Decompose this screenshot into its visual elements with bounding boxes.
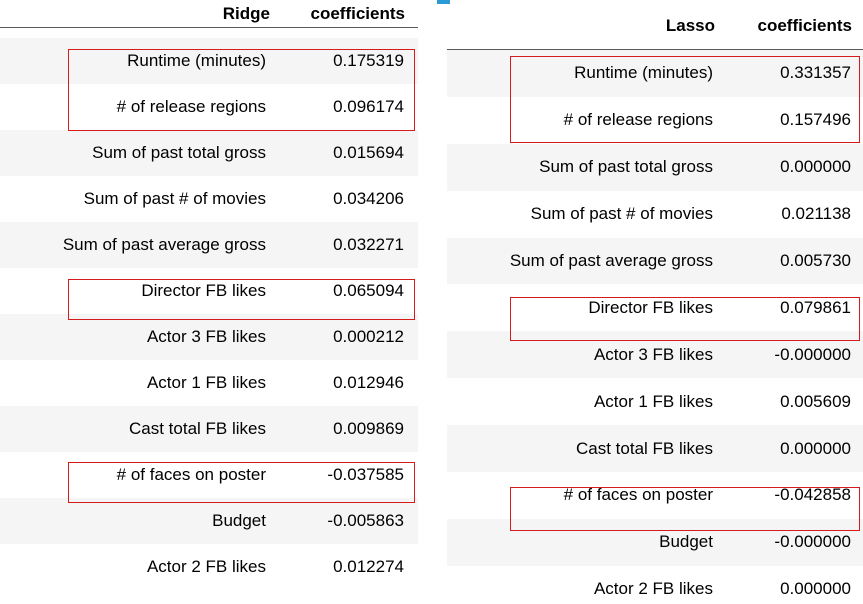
- row-value: 0.157496: [780, 110, 851, 130]
- row-label: Actor 2 FB likes: [593, 579, 713, 599]
- row-label: Sum of past average gross: [509, 251, 713, 270]
- row-value: 0.331357: [780, 63, 851, 83]
- row-label: Cast total FB likes: [576, 438, 713, 458]
- row-value: 0.032271: [333, 235, 404, 254]
- table-row: # of release regions 0.157496: [447, 96, 863, 144]
- ridge-header-name: Ridge: [222, 4, 270, 23]
- row-value: 0.015694: [333, 143, 404, 162]
- row-value: 0.005730: [780, 251, 851, 270]
- row-value: 0.021138: [781, 204, 851, 224]
- row-label: Actor 1 FB likes: [593, 391, 713, 411]
- table-row: Actor 2 FB likes 0.012274: [0, 544, 418, 590]
- table-row: # of faces on poster -0.037585: [0, 452, 418, 498]
- row-label: Director FB likes: [588, 297, 713, 317]
- row-label: # of faces on poster: [116, 465, 266, 484]
- table-row: Actor 3 FB likes 0.000212: [0, 314, 418, 360]
- table-row: Actor 1 FB likes 0.012946: [0, 360, 418, 406]
- lasso-header-value: coefficients: [757, 16, 852, 35]
- table-row: Sum of past total gross 0.000000: [447, 143, 863, 191]
- table-row: Sum of past # of movies 0.021138: [447, 190, 863, 238]
- table-row: Director FB likes 0.065094: [0, 268, 418, 314]
- row-label: # of release regions: [563, 110, 713, 130]
- row-label: Actor 3 FB likes: [146, 327, 266, 346]
- row-value: 0.012274: [333, 557, 404, 576]
- table-row: Sum of past average gross 0.032271: [0, 222, 418, 268]
- lasso-table-header: Lasso coefficients: [447, 0, 863, 50]
- row-label: # of release regions: [116, 97, 266, 116]
- row-label: Runtime (minutes): [574, 63, 713, 83]
- row-label: Director FB likes: [141, 281, 266, 300]
- row-value: 0.000212: [333, 327, 404, 346]
- ridge-header-value: coefficients: [310, 4, 405, 23]
- row-value: 0.065094: [333, 281, 404, 300]
- table-row: Runtime (minutes) 0.175319: [0, 38, 418, 84]
- row-label: Cast total FB likes: [129, 419, 266, 438]
- table-row: Sum of past # of movies 0.034206: [0, 176, 418, 222]
- row-label: Actor 1 FB likes: [146, 373, 266, 392]
- row-value: 0.096174: [333, 97, 404, 116]
- table-row: # of release regions 0.096174: [0, 84, 418, 130]
- table-row: Cast total FB likes 0.009869: [0, 406, 418, 452]
- blue-edge-mark: [437, 0, 450, 4]
- row-value: 0.000000: [780, 579, 851, 599]
- row-label: Actor 2 FB likes: [146, 557, 266, 576]
- row-value: 0.012946: [333, 373, 404, 392]
- table-row: Budget -0.005863: [0, 498, 418, 544]
- ridge-table-header: Ridge coefficients: [0, 0, 418, 28]
- row-label: Sum of past average gross: [62, 235, 266, 254]
- row-value: 0.005609: [780, 391, 851, 411]
- table-row: Actor 1 FB likes 0.005609: [447, 378, 863, 426]
- table-row: Director FB likes 0.079861: [447, 284, 863, 332]
- row-label: Sum of past total gross: [92, 143, 266, 162]
- row-value: -0.005863: [327, 511, 404, 530]
- row-label: Budget: [659, 532, 713, 552]
- table-row: Budget -0.000000: [447, 518, 863, 566]
- table-row: Runtime (minutes) 0.331357: [447, 50, 863, 97]
- row-value: -0.000000: [774, 344, 851, 364]
- row-label: Budget: [212, 511, 266, 530]
- table-row: Cast total FB likes 0.000000: [447, 425, 863, 473]
- row-value: 0.034206: [333, 189, 404, 208]
- row-value: 0.000000: [780, 157, 851, 177]
- row-value: 0.000000: [780, 438, 851, 458]
- table-row: Sum of past average gross 0.005730: [447, 237, 863, 285]
- row-value: 0.079861: [780, 297, 851, 317]
- table-row: # of faces on poster -0.042858: [447, 472, 863, 519]
- row-value: -0.037585: [327, 465, 404, 484]
- row-value: -0.000000: [774, 532, 851, 552]
- table-row: Actor 2 FB likes 0.000000: [447, 565, 863, 604]
- row-label: Actor 3 FB likes: [593, 344, 713, 364]
- row-value: -0.042858: [774, 485, 851, 505]
- lasso-header-name: Lasso: [665, 16, 715, 35]
- row-label: # of faces on poster: [563, 485, 713, 505]
- row-value: 0.175319: [333, 51, 404, 70]
- row-label: Sum of past total gross: [539, 157, 713, 177]
- row-value: 0.009869: [333, 419, 404, 438]
- row-label: Sum of past # of movies: [530, 204, 713, 224]
- row-label: Sum of past # of movies: [83, 189, 266, 208]
- table-row: Sum of past total gross 0.015694: [0, 130, 418, 176]
- table-row: Actor 3 FB likes -0.000000: [447, 331, 863, 379]
- row-label: Runtime (minutes): [127, 51, 266, 70]
